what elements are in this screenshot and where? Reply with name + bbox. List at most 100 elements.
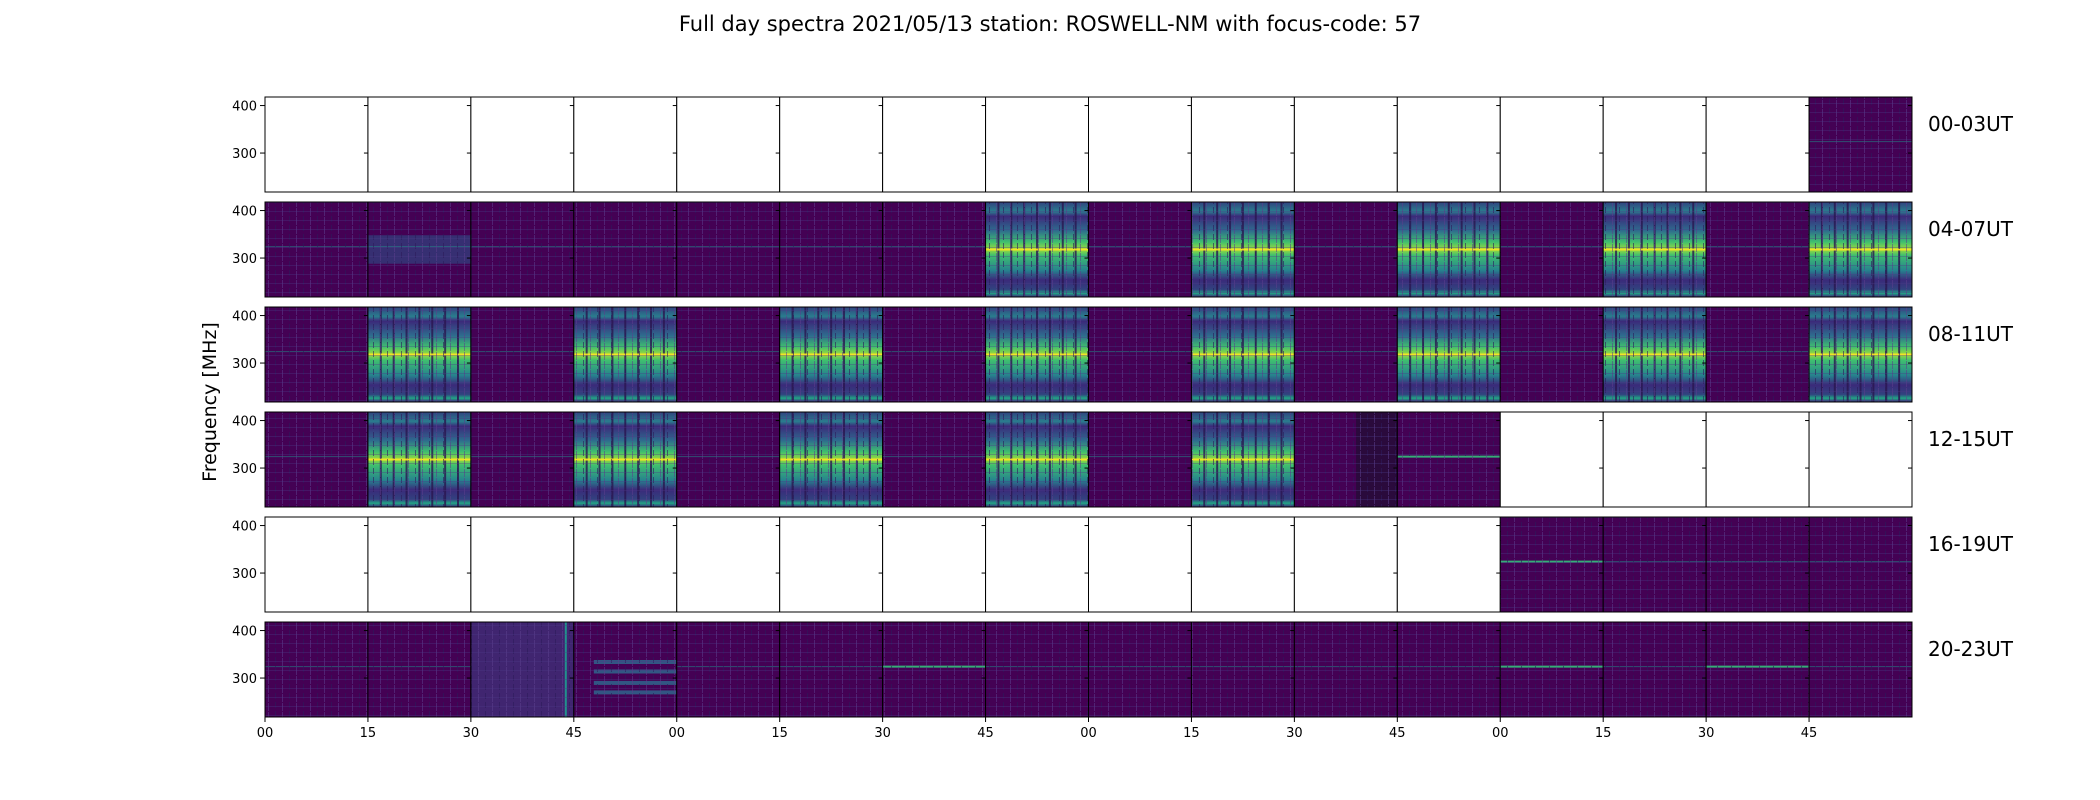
spectrum-panel	[1705, 201, 1810, 298]
spectrum-panel	[573, 411, 678, 508]
spectrum-panel	[1396, 96, 1501, 193]
spectrum-panel	[470, 411, 575, 508]
spectrum-panel	[676, 621, 781, 718]
spectrum-panel	[470, 96, 575, 193]
spectrum-panel	[367, 306, 472, 403]
y-tick-label: 400	[232, 100, 257, 115]
spectrum-panel	[264, 516, 369, 613]
spectrum-panel	[573, 201, 678, 298]
spectrum-panel	[1499, 306, 1604, 403]
x-tick-label: 15	[1183, 726, 1200, 741]
spectrum-panel	[779, 201, 884, 298]
spectrum-panel	[882, 516, 987, 613]
spectrum-panel	[985, 201, 1089, 298]
spectrum-panel	[367, 621, 472, 718]
spectrum-panel	[367, 96, 472, 193]
spectrum-panel	[1088, 306, 1192, 403]
y-tick-label: 300	[232, 672, 257, 687]
x-tick-label: 45	[1801, 726, 1818, 741]
y-tick-label: 300	[232, 147, 257, 162]
row-label: 20-23UT	[1928, 637, 2014, 661]
spectrum-panel	[1088, 516, 1192, 613]
spectrum-panel	[1293, 306, 1398, 403]
spectrum-panel	[1293, 621, 1398, 718]
spectrum-panel	[367, 516, 472, 613]
x-tick-label: 30	[1286, 726, 1303, 741]
spectrum-panel	[1602, 516, 1707, 613]
x-tick-label: 15	[771, 726, 788, 741]
spectrum-panel	[882, 96, 987, 193]
spectrum-panel	[573, 621, 678, 718]
spectrum-panel	[264, 201, 369, 298]
y-tick-label: 300	[232, 567, 257, 582]
x-tick-label: 00	[257, 726, 274, 741]
spectrum-panel	[1705, 621, 1810, 718]
spectrum-panel	[573, 306, 678, 403]
y-tick-label: 400	[232, 625, 257, 640]
spectrum-panel	[1499, 516, 1604, 613]
spectrum-panel	[1602, 411, 1707, 508]
spectrum-panel	[1293, 201, 1398, 298]
spectrum-panel	[470, 306, 575, 403]
spectrum-panel	[676, 411, 781, 508]
spectrum-panel	[676, 201, 781, 298]
y-tick-label: 400	[232, 415, 257, 430]
spectrum-panel	[1293, 96, 1398, 193]
x-tick-label: 45	[566, 726, 583, 741]
spectrum-panel	[882, 201, 987, 298]
spectrum-panel	[779, 516, 884, 613]
spectrum-panel	[1190, 411, 1295, 508]
spectrum-panel	[1808, 411, 1913, 508]
spectrum-panel	[676, 516, 781, 613]
x-tick-label: 15	[360, 726, 377, 741]
spectrum-panel	[1602, 306, 1707, 403]
spectrum-panel	[1705, 96, 1810, 193]
spectrum-panel	[1602, 96, 1707, 193]
y-tick-label: 300	[232, 462, 257, 477]
x-tick-label: 00	[668, 726, 685, 741]
spectrum-panel	[264, 306, 369, 403]
spectrum-panel	[1705, 516, 1810, 613]
spectrum-panel	[985, 621, 1089, 718]
x-tick-label: 15	[1595, 726, 1612, 741]
spectrum-panel	[985, 96, 1089, 193]
spectrum-panel	[1705, 306, 1810, 403]
x-tick-label: 45	[1389, 726, 1406, 741]
spectrum-panel	[367, 201, 472, 298]
spectrum-panel	[985, 516, 1089, 613]
spectrum-panel	[470, 621, 575, 718]
spectrum-panel	[1293, 516, 1398, 613]
spectrum-panel	[1293, 411, 1398, 508]
spectrum-panel	[779, 306, 884, 403]
spectrum-panel	[779, 621, 884, 718]
y-tick-label: 400	[232, 310, 257, 325]
spectrum-panel	[882, 621, 987, 718]
spectrum-panel	[1088, 201, 1192, 298]
spectrum-panel	[573, 96, 678, 193]
spectrum-panel	[470, 201, 575, 298]
spectrum-panel	[1499, 96, 1604, 193]
x-tick-label: 45	[977, 726, 994, 741]
spectrum-panel	[264, 411, 369, 508]
x-tick-label: 30	[874, 726, 891, 741]
x-tick-label: 30	[463, 726, 480, 741]
spectrum-panel	[1808, 306, 1913, 403]
spectrum-panel	[1190, 201, 1295, 298]
y-tick-label: 300	[232, 252, 257, 267]
spectrum-panel	[1088, 96, 1192, 193]
spectrum-panel	[676, 96, 781, 193]
row-label: 16-19UT	[1928, 532, 2014, 556]
spectrum-panel	[1088, 411, 1192, 508]
spectrum-panel	[470, 516, 575, 613]
spectrum-panel	[1396, 306, 1501, 403]
spectrum-panel	[1190, 621, 1295, 718]
spectrum-panel	[1396, 621, 1501, 718]
spectrum-panel	[1190, 96, 1295, 193]
y-tick-label: 300	[232, 357, 257, 372]
x-axis-ticks: 00 15 30 45 00 15 30 45 00 15 30 45 00 15 30 45	[257, 717, 1818, 741]
spectrum-panel	[264, 621, 369, 718]
spectrum-panel	[1602, 621, 1707, 718]
spectrum-panel	[1396, 411, 1501, 508]
x-tick-label: 00	[1080, 726, 1097, 741]
